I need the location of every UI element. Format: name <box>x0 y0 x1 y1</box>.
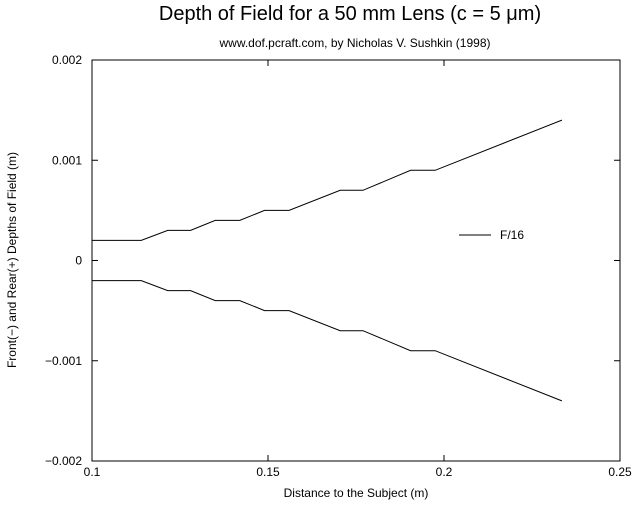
x-tick-label: 0.2 <box>436 465 453 479</box>
y-tick-label: 0 <box>75 254 82 268</box>
x-axis-label: Distance to the Subject (m) <box>284 486 429 500</box>
chart-subtitle: www.dof.pcraft.com, by Nicholas V. Sushk… <box>218 36 490 50</box>
legend: F/16 <box>459 228 524 242</box>
y-tick-label: −0.002 <box>45 454 82 468</box>
legend-label: F/16 <box>500 228 524 242</box>
series-layer <box>92 119 563 402</box>
series-line-front <box>92 280 563 402</box>
axis-tick-labels: 0.1 0.15 0.2 0.25 0.002 0.001 0 −0.001 −0.002 <box>45 53 632 479</box>
x-tick-label: 0.25 <box>608 465 632 479</box>
x-tick-label: 0.1 <box>84 465 101 479</box>
axis-ticks <box>91 59 621 462</box>
y-tick-label: 0.002 <box>52 53 82 67</box>
y-tick-label: −0.001 <box>45 354 82 368</box>
chart-title: Depth of Field for a 50 mm Lens (c = 5 μ… <box>159 3 541 25</box>
y-tick-label: 0.001 <box>52 153 82 167</box>
series-line-rear <box>92 119 563 241</box>
plot-frame <box>91 59 621 462</box>
y-axis-label: Front(−) and Rear(+) Depths of Field (m) <box>5 152 19 368</box>
x-tick-label: 0.15 <box>256 465 280 479</box>
